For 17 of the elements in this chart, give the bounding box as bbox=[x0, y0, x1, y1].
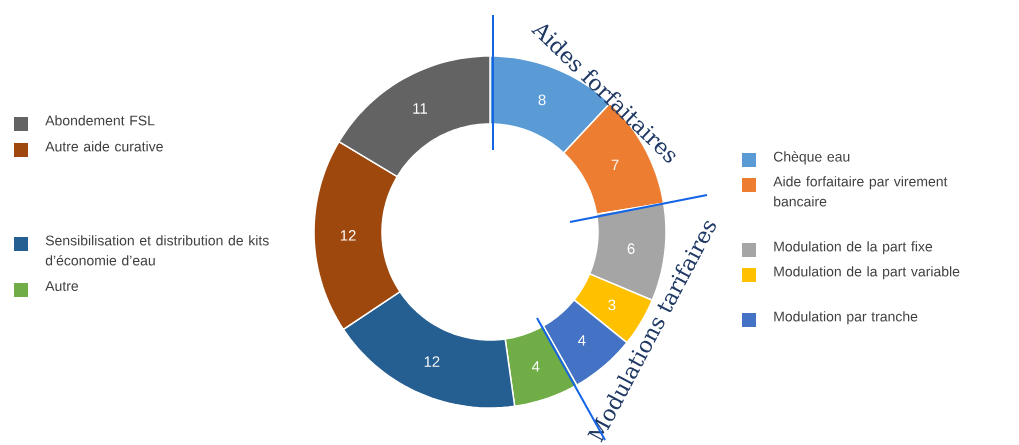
legend-label: Sensibilisation et distribution de kits d’économie d’eau bbox=[45, 235, 269, 266]
data-label: 4 bbox=[578, 335, 586, 346]
data-label: 8 bbox=[538, 94, 546, 106]
data-label: 12 bbox=[424, 356, 440, 367]
legend-label: Abondement FSL bbox=[45, 115, 155, 126]
legend-label: Autre aide curative bbox=[45, 141, 163, 152]
legend-label: Autre bbox=[45, 281, 79, 291]
legend-label: Modulation de la part variable bbox=[774, 266, 960, 280]
legend-label: Modulation par tranche bbox=[774, 311, 918, 325]
data-label: 11 bbox=[413, 103, 428, 114]
legend-label: Chèque eau bbox=[773, 151, 850, 165]
data-label: 6 bbox=[627, 243, 635, 254]
data-label: 3 bbox=[608, 299, 616, 311]
legend-label: Aide forfaitaire par virement bancaire bbox=[773, 176, 948, 207]
data-label: 12 bbox=[340, 230, 356, 241]
data-label: 4 bbox=[531, 361, 540, 372]
legend-label: Modulation de la part fixe bbox=[774, 241, 933, 255]
